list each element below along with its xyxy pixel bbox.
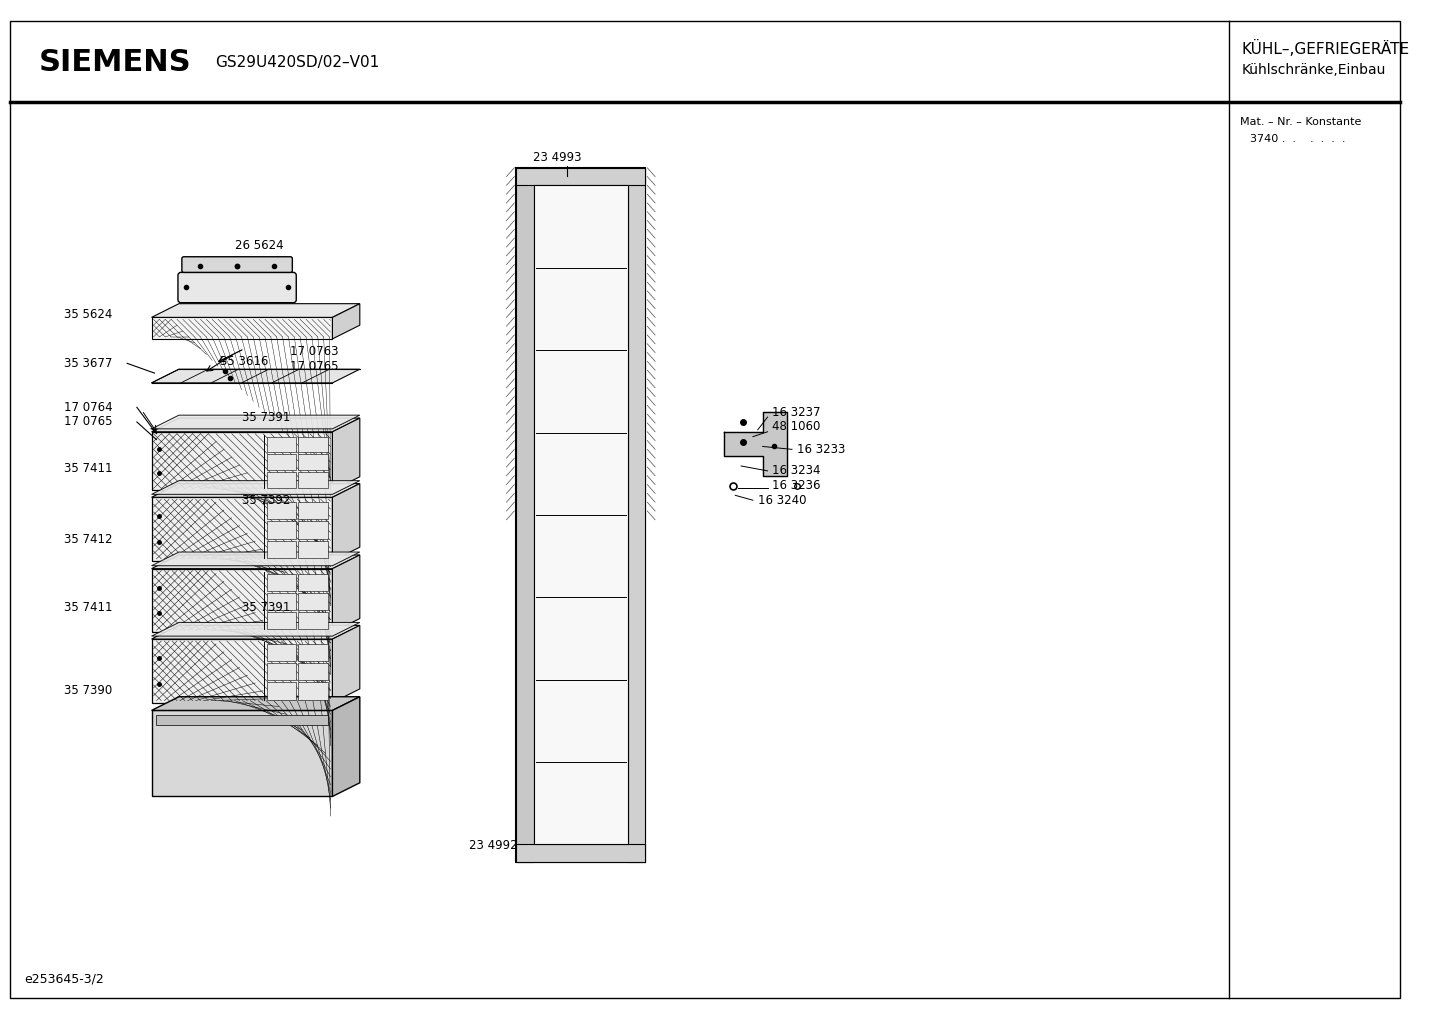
Bar xyxy=(516,168,646,862)
Bar xyxy=(151,569,333,632)
Bar xyxy=(267,663,297,681)
Polygon shape xyxy=(333,418,360,490)
Polygon shape xyxy=(151,623,360,636)
Text: 17 0763: 17 0763 xyxy=(290,345,339,358)
Text: 17 0765: 17 0765 xyxy=(63,416,112,429)
Bar xyxy=(298,522,327,539)
Bar xyxy=(267,644,297,661)
Text: 16 3234: 16 3234 xyxy=(773,465,820,477)
Polygon shape xyxy=(333,484,360,560)
Bar xyxy=(534,185,627,845)
Text: KÜHL–,GEFRIEGERÄTE: KÜHL–,GEFRIEGERÄTE xyxy=(1242,40,1410,57)
Bar xyxy=(516,168,646,185)
Bar xyxy=(516,168,534,862)
Bar xyxy=(298,541,327,557)
Polygon shape xyxy=(151,555,360,569)
Bar xyxy=(151,497,333,560)
Polygon shape xyxy=(151,552,360,566)
Text: 35 7391: 35 7391 xyxy=(242,601,291,614)
Text: SIEMENS: SIEMENS xyxy=(39,48,192,76)
Text: 48 1060: 48 1060 xyxy=(773,421,820,433)
Text: e253645-3/2: e253645-3/2 xyxy=(25,973,104,985)
Bar xyxy=(156,715,327,726)
Text: 35 7411: 35 7411 xyxy=(63,601,112,614)
Bar xyxy=(298,454,327,470)
FancyBboxPatch shape xyxy=(177,272,296,303)
Text: 35 7412: 35 7412 xyxy=(63,533,112,546)
Text: 35 3616: 35 3616 xyxy=(221,355,268,368)
Bar xyxy=(267,437,297,452)
Text: 23 4993: 23 4993 xyxy=(534,152,581,164)
Bar xyxy=(267,574,297,591)
Text: 35 7411: 35 7411 xyxy=(63,463,112,476)
Polygon shape xyxy=(151,484,360,497)
Polygon shape xyxy=(151,415,360,429)
Bar xyxy=(298,472,327,487)
Bar xyxy=(267,454,297,470)
Bar xyxy=(298,683,327,700)
Polygon shape xyxy=(151,418,360,432)
Polygon shape xyxy=(151,626,360,639)
Polygon shape xyxy=(333,555,360,632)
Text: 26 5624: 26 5624 xyxy=(235,239,283,253)
Text: 35 7392: 35 7392 xyxy=(242,494,291,506)
Polygon shape xyxy=(333,626,360,703)
Bar xyxy=(298,437,327,452)
Polygon shape xyxy=(151,369,360,383)
Polygon shape xyxy=(151,710,333,797)
Bar xyxy=(267,683,297,700)
Text: 23 4992: 23 4992 xyxy=(469,839,518,852)
Text: 16 3233: 16 3233 xyxy=(797,443,845,455)
Text: GS29U420SD/02–V01: GS29U420SD/02–V01 xyxy=(215,55,379,69)
Bar xyxy=(298,574,327,591)
Polygon shape xyxy=(151,481,360,494)
Bar xyxy=(516,845,646,862)
Polygon shape xyxy=(333,304,360,339)
Text: 16 3236: 16 3236 xyxy=(773,479,820,492)
Bar xyxy=(267,472,297,487)
Polygon shape xyxy=(151,317,333,339)
Text: Kühlschränke,Einbau: Kühlschränke,Einbau xyxy=(1242,63,1386,77)
Polygon shape xyxy=(724,413,787,476)
Polygon shape xyxy=(151,304,360,317)
Bar xyxy=(298,644,327,661)
Text: 3740 .  .    .  .  .  .: 3740 . . . . . . xyxy=(1250,133,1345,144)
Bar xyxy=(298,663,327,681)
Bar xyxy=(267,522,297,539)
Bar xyxy=(298,593,327,610)
Text: 16 3237: 16 3237 xyxy=(773,406,820,419)
Polygon shape xyxy=(333,697,360,797)
Bar xyxy=(151,432,333,490)
Text: 16 3240: 16 3240 xyxy=(757,494,806,506)
Bar xyxy=(267,541,297,557)
Bar xyxy=(151,639,333,703)
Bar xyxy=(267,593,297,610)
Bar xyxy=(298,612,327,630)
Bar xyxy=(627,168,646,862)
FancyBboxPatch shape xyxy=(182,257,293,272)
Text: 17 0765: 17 0765 xyxy=(290,360,339,373)
Text: 35 5624: 35 5624 xyxy=(63,308,112,321)
Bar xyxy=(267,612,297,630)
Text: 35 3677: 35 3677 xyxy=(63,357,112,370)
Text: Mat. – Nr. – Konstante: Mat. – Nr. – Konstante xyxy=(1240,117,1361,127)
Text: 17 0764: 17 0764 xyxy=(63,400,112,414)
Polygon shape xyxy=(151,697,360,710)
Bar xyxy=(267,502,297,520)
Text: 35 7391: 35 7391 xyxy=(242,411,291,424)
Text: 35 7390: 35 7390 xyxy=(63,685,112,697)
Bar xyxy=(298,502,327,520)
